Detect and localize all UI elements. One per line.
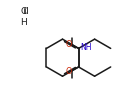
Text: O: O — [65, 67, 71, 75]
Text: NH: NH — [80, 43, 92, 52]
Text: H: H — [20, 18, 27, 26]
Text: O: O — [65, 40, 71, 49]
Text: Cl: Cl — [20, 7, 29, 16]
